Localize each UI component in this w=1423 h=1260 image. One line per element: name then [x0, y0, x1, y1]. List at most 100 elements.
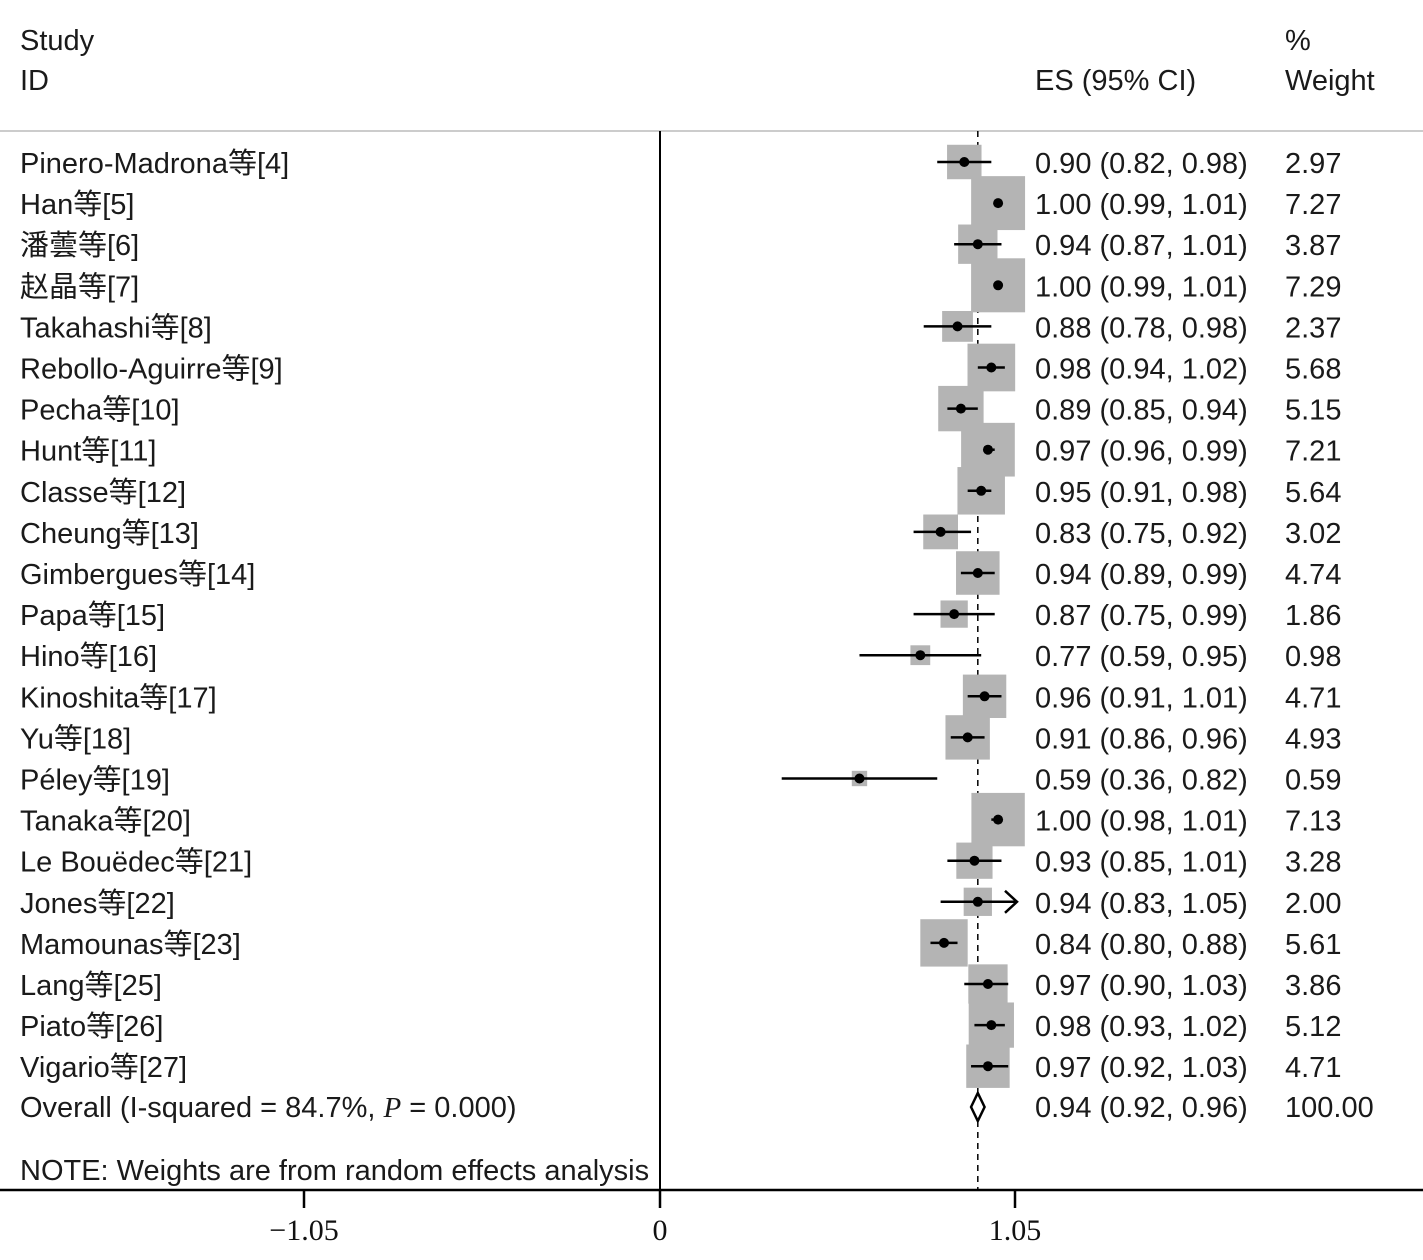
- study-label: Rebollo-Aguirre等[9]: [20, 353, 283, 386]
- point-estimate: [972, 568, 983, 578]
- study-row: Tanaka等[20] 1.00 (0.98, 1.01) 7.13: [20, 792, 1341, 847]
- study-weight: 7.21: [1285, 436, 1341, 468]
- overall-label: Overall (I-squared = 84.7%, P = 0.000): [20, 1092, 516, 1124]
- ci-arrow-right: [1004, 889, 1019, 914]
- study-label: Classe等[12]: [20, 476, 186, 509]
- study-label: 赵晶等[7]: [20, 270, 139, 303]
- study-row: Pecha等[10] 0.89 (0.85, 0.94) 5.15: [20, 385, 1341, 432]
- study-es-ci: 0.84 (0.80, 0.88): [1035, 929, 1248, 961]
- study-label: Lang等[25]: [20, 969, 162, 1002]
- study-row: Papa等[15] 0.87 (0.75, 0.99) 1.86: [20, 599, 1341, 632]
- study-row: Mamounas等[23] 0.84 (0.80, 0.88) 5.61: [20, 919, 1341, 967]
- point-estimate: [915, 650, 926, 661]
- study-es-ci: 0.59 (0.36, 0.82): [1035, 765, 1248, 797]
- point-estimate: [993, 814, 1004, 825]
- study-es-ci: 0.77 (0.59, 0.95): [1035, 641, 1248, 673]
- study-label: Pecha等[10]: [20, 394, 180, 427]
- study-label: Takahashi等[8]: [20, 311, 212, 344]
- study-row: Vigario等[27] 0.97 (0.92, 1.03) 4.71: [20, 1044, 1341, 1088]
- point-estimate: [935, 526, 946, 537]
- study-es-ci: 0.97 (0.92, 1.03): [1035, 1052, 1248, 1084]
- study-rows: Pinero-Madrona等[4] 0.90 (0.82, 0.98) 2.97H…: [20, 144, 1341, 1088]
- study-row: 潘蕓等[6] 0.94 (0.87, 1.01) 3.87: [20, 224, 1341, 264]
- study-es-ci: 0.97 (0.96, 0.99): [1035, 436, 1248, 468]
- header-study: Study: [20, 25, 95, 57]
- point-estimate: [955, 403, 966, 414]
- study-es-ci: 0.94 (0.87, 1.01): [1035, 230, 1248, 262]
- x-tick-label: 0: [653, 1214, 668, 1247]
- study-es-ci: 0.89 (0.85, 0.94): [1035, 395, 1248, 427]
- x-tick-label: −1.05: [269, 1214, 338, 1247]
- point-estimate: [979, 691, 990, 702]
- study-es-ci: 0.90 (0.82, 0.98): [1035, 148, 1248, 180]
- study-weight: 5.12: [1285, 1011, 1341, 1043]
- study-row: Le Bouëdec等[21] 0.93 (0.85, 1.01) 3.28: [20, 842, 1341, 879]
- study-row: Yu等[18] 0.91 (0.86, 0.96) 4.93: [20, 715, 1341, 760]
- study-row: Hunt等[11] 0.97 (0.96, 0.99) 7.21: [20, 422, 1341, 477]
- study-label: Gimbergues等[14]: [20, 558, 255, 591]
- point-estimate: [982, 979, 993, 989]
- study-row: Rebollo-Aguirre等[9] 0.98 (0.94, 1.02) 5.68: [20, 343, 1341, 392]
- study-label: Jones等[22]: [20, 887, 175, 920]
- study-weight: 2.97: [1285, 148, 1341, 180]
- study-row: Lang等[25] 0.97 (0.90, 1.03) 3.86: [20, 964, 1341, 1004]
- point-estimate: [972, 239, 983, 250]
- study-weight: 3.02: [1285, 518, 1341, 550]
- x-tick-label: 1.05: [989, 1214, 1042, 1247]
- study-es-ci: 1.00 (0.99, 1.01): [1035, 271, 1248, 303]
- study-label: Tanaka等[20]: [20, 805, 191, 838]
- overall-diamond: [969, 1090, 986, 1124]
- study-es-ci: 0.87 (0.75, 0.99): [1035, 600, 1248, 632]
- overall-es-ci: 0.94 (0.92, 0.96): [1035, 1092, 1248, 1124]
- overall-weight: 100.00: [1285, 1092, 1374, 1124]
- study-es-ci: 0.98 (0.94, 1.02): [1035, 354, 1248, 386]
- study-weight: 3.86: [1285, 970, 1341, 1002]
- header-percent: %: [1285, 25, 1311, 57]
- study-weight: 5.61: [1285, 929, 1341, 961]
- point-estimate: [993, 198, 1004, 209]
- study-row: Piato等[26] 0.98 (0.93, 1.02) 5.12: [20, 1002, 1341, 1048]
- overall-p-symbol: P: [382, 1092, 401, 1124]
- study-weight: 3.28: [1285, 847, 1341, 879]
- study-label: Kinoshita等[17]: [20, 681, 217, 714]
- note-text: NOTE: Weights are from random effects an…: [20, 1155, 649, 1187]
- overall-label-prefix: Overall (I-squared = 84.7%,: [20, 1092, 383, 1124]
- study-es-ci: 0.93 (0.85, 1.01): [1035, 847, 1248, 879]
- study-es-ci: 0.96 (0.91, 1.01): [1035, 682, 1248, 714]
- study-weight: 3.87: [1285, 230, 1341, 262]
- overall-label-suffix: = 0.000): [401, 1092, 516, 1124]
- point-estimate: [949, 609, 960, 620]
- study-row: 赵晶等[7] 1.00 (0.99, 1.01) 7.29: [20, 258, 1341, 313]
- study-weight: 1.86: [1285, 600, 1341, 632]
- header-id: ID: [20, 65, 49, 97]
- study-label: Cheung等[13]: [20, 517, 199, 550]
- study-weight: 5.68: [1285, 354, 1341, 386]
- point-estimate: [982, 444, 993, 455]
- study-row: Takahashi等[8] 0.88 (0.78, 0.98) 2.37: [20, 311, 1341, 344]
- point-estimate: [982, 1061, 993, 1072]
- study-es-ci: 1.00 (0.98, 1.01): [1035, 806, 1248, 838]
- study-es-ci: 1.00 (0.99, 1.01): [1035, 189, 1248, 221]
- study-label: Vigario等[27]: [20, 1051, 187, 1084]
- study-row: Han等[5] 1.00 (0.99, 1.01) 7.27: [20, 176, 1341, 231]
- study-es-ci: 0.94 (0.89, 0.99): [1035, 559, 1248, 591]
- header-weight: Weight: [1285, 65, 1375, 97]
- study-label: Piato等[26]: [20, 1010, 163, 1043]
- x-axis-ticks: −1.05 0 1.05: [269, 1190, 1041, 1247]
- point-estimate: [972, 896, 983, 907]
- study-label: Hino等[16]: [20, 640, 157, 673]
- point-estimate: [939, 937, 949, 948]
- study-es-ci: 0.88 (0.78, 0.98): [1035, 312, 1248, 344]
- study-label: Mamounas等[23]: [20, 928, 241, 961]
- overall-row: Overall (I-squared = 84.7%, P = 0.000) 0…: [20, 1090, 1374, 1124]
- study-weight: 4.74: [1285, 559, 1341, 591]
- study-label: Papa等[15]: [20, 599, 165, 632]
- study-row: Péley等[19] 0.59 (0.36, 0.82) 0.59: [20, 764, 1341, 797]
- study-es-ci: 0.98 (0.93, 1.02): [1035, 1011, 1248, 1043]
- study-es-ci: 0.94 (0.83, 1.05): [1035, 888, 1248, 920]
- study-weight: 0.98: [1285, 641, 1341, 673]
- point-estimate: [976, 485, 987, 496]
- study-weight: 5.15: [1285, 395, 1341, 427]
- study-weight: 0.59: [1285, 765, 1341, 797]
- study-es-ci: 0.95 (0.91, 0.98): [1035, 477, 1248, 509]
